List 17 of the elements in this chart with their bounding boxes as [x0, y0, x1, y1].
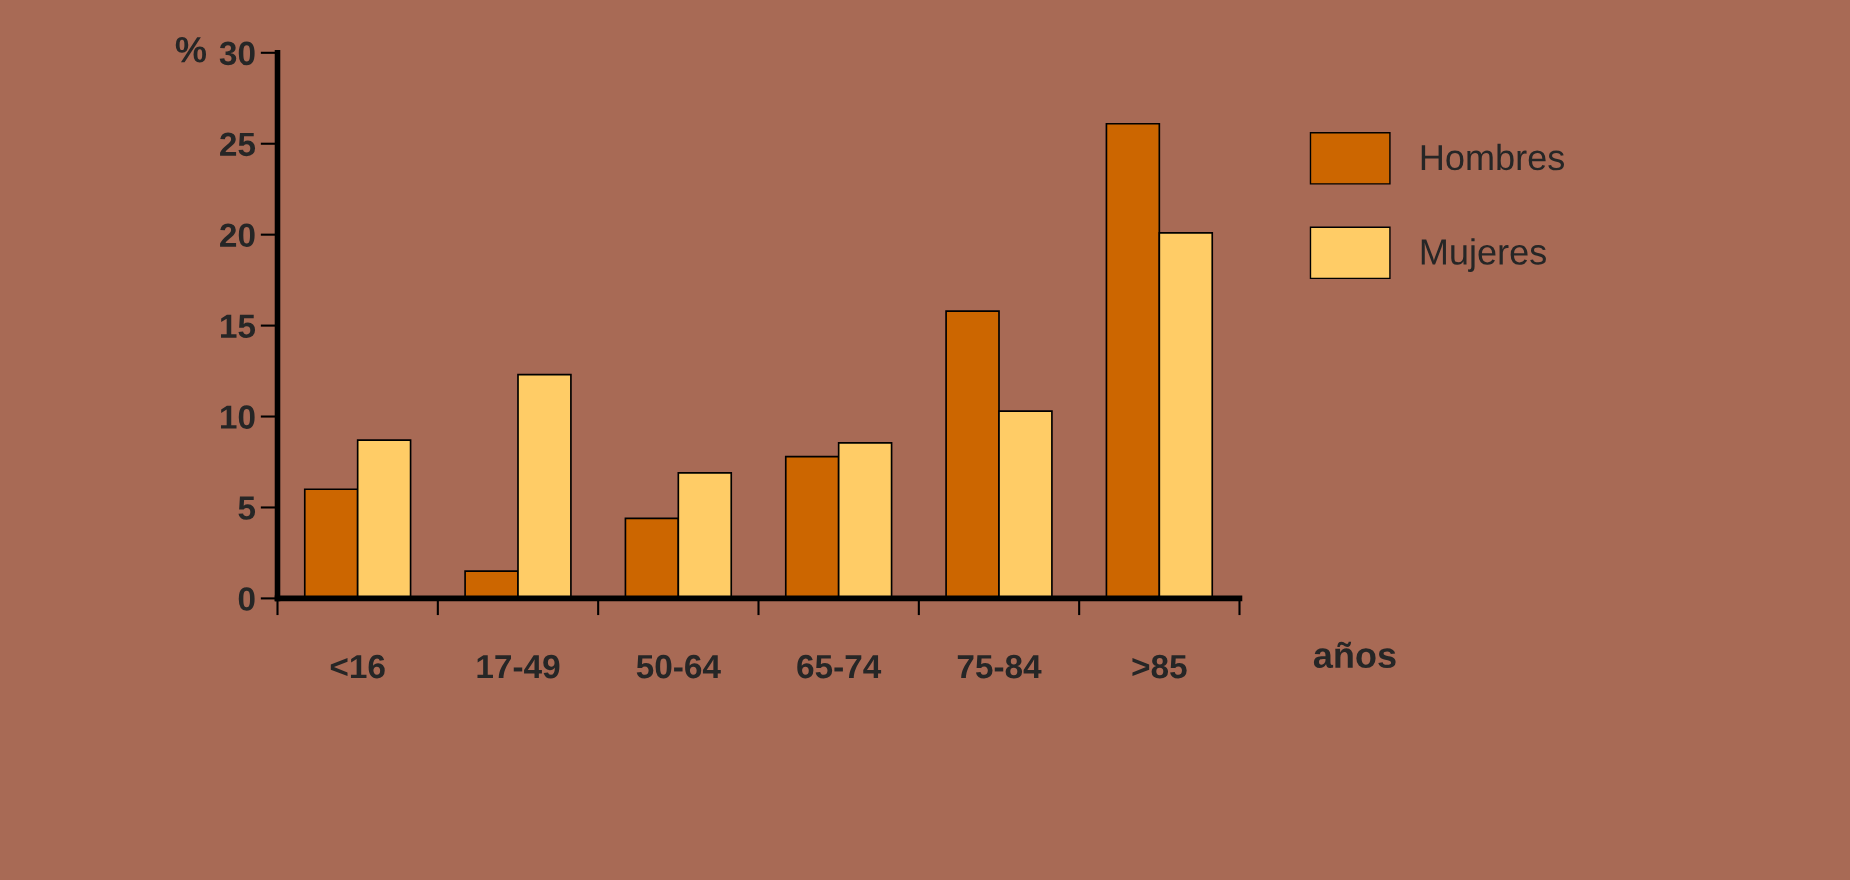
x-tick-label: 50-64 — [636, 654, 721, 679]
y-tick-label: 30 — [219, 41, 255, 66]
legend-label: Mujeres — [1421, 238, 1546, 272]
y-tick-label: 15 — [221, 314, 256, 339]
x-axis-title: años — [1313, 641, 1396, 669]
y-tick-label: 0 — [238, 587, 255, 611]
x-tick-label: 75-84 — [957, 654, 1042, 679]
x-tick-label: <16 — [330, 654, 385, 679]
x-tick-label: 17-49 — [477, 654, 560, 679]
y-tick-label: 10 — [221, 405, 255, 429]
x-tick-label: >85 — [1132, 654, 1187, 679]
x-tick-label: 65-74 — [797, 654, 882, 679]
legend-label: Hombres — [1421, 143, 1564, 171]
y-tick-label: 25 — [220, 132, 256, 157]
y-axis-title: % — [175, 37, 207, 63]
y-tick-label: 5 — [238, 496, 256, 520]
y-tick-label: 20 — [220, 223, 255, 248]
